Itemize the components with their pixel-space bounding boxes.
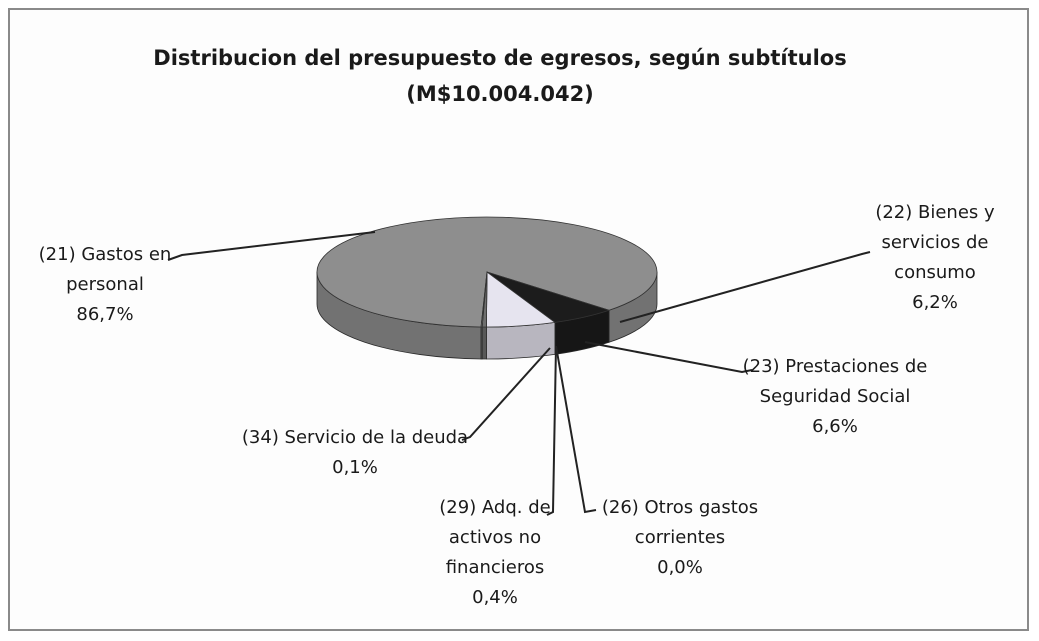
value-label: 0,1% [332, 457, 378, 478]
data-label: (26) Otros gastos corrientes [601, 497, 759, 548]
data-label: (34) Servicio de la deuda [241, 427, 469, 448]
leader-line [461, 347, 551, 441]
value-label: 6,6% [812, 416, 858, 437]
value-label: 0,0% [657, 557, 703, 578]
leader-line [555, 345, 597, 514]
value-label: 0,4% [472, 587, 518, 608]
leader-line [619, 251, 871, 323]
slice-side [481, 326, 487, 360]
data-label: (21) Gastos en personal [38, 244, 172, 295]
chart-subtitle: (M$10.004.042) [406, 82, 594, 106]
leader-line [546, 345, 557, 516]
data-label: (22) Bienes y servicios de consumo [875, 202, 995, 283]
value-label: 6,2% [912, 292, 958, 313]
slice-side [480, 326, 483, 360]
chart-title: Distribucion del presupuesto de egresos,… [153, 46, 847, 70]
value-label: 86,7% [76, 304, 134, 325]
data-label: (23) Prestaciones de Seguridad Social [742, 356, 928, 407]
slice [480, 271, 488, 328]
leader-line [167, 231, 376, 261]
leader-line [584, 341, 753, 374]
data-label: (29) Adq. de activos no financieros [439, 497, 551, 578]
